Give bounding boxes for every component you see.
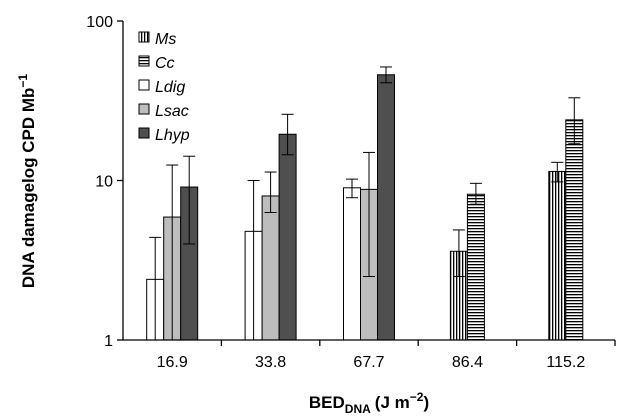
legend: Ms Cc Ldig Lsac Lhyp [138, 31, 190, 144]
bar-lhyp [278, 133, 297, 341]
y-tick-label: 100 [86, 14, 113, 31]
legend-label-cc: Cc [155, 55, 175, 72]
bar-ms [548, 170, 567, 341]
y-tick-label: 10 [95, 174, 113, 191]
legend-swatch-cc [138, 55, 150, 67]
legend-label-ldig: Ldig [155, 79, 185, 96]
bar-lhyp [377, 74, 395, 341]
legend-label-lsac: Lsac [155, 103, 189, 120]
x-axis-title: BEDDNA (J m−2) [309, 390, 429, 416]
bar-ldig [343, 187, 361, 341]
y-ticks: 1 10 100 [86, 14, 123, 350]
legend-swatch-lsac [138, 103, 150, 115]
y-axis-title: DNA damagelog CPD Mb−1 [16, 74, 38, 289]
legend-swatch-ms [138, 31, 150, 43]
legend-swatch-ldig [138, 79, 150, 91]
x-ticks: 16.9 33.8 67.7 86.4 115.2 [157, 340, 616, 371]
x-tick-label: 115.2 [546, 354, 585, 371]
x-tick-label: 86.4 [452, 354, 483, 371]
y-tick-label: 1 [104, 333, 113, 350]
legend-swatch-lhyp [138, 127, 150, 139]
bar-cc [466, 193, 485, 341]
bar-cc [565, 119, 584, 341]
x-tick-label: 67.7 [353, 354, 384, 371]
bar-lsac [261, 195, 280, 341]
legend-label-lhyp: Lhyp [155, 127, 190, 144]
x-tick-label: 16.9 [157, 354, 188, 371]
bars-layer [146, 66, 584, 341]
legend-label-ms: Ms [155, 31, 176, 48]
x-tick-label: 33.8 [255, 354, 286, 371]
